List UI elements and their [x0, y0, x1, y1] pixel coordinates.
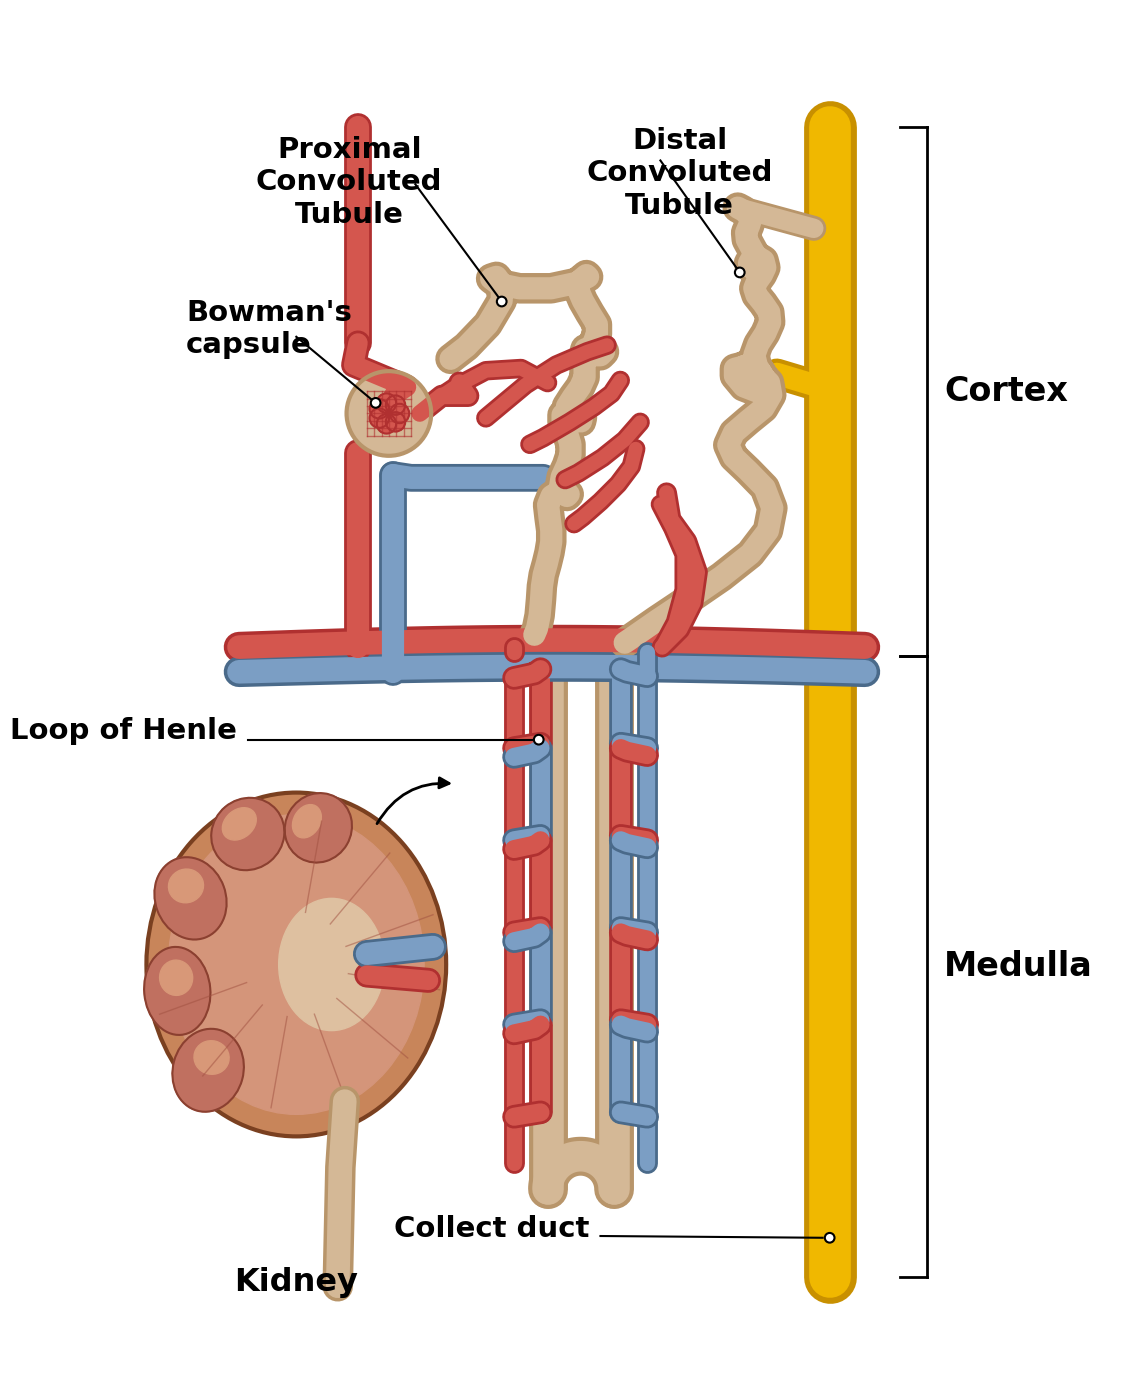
Circle shape: [386, 412, 405, 431]
Text: Proximal
Convoluted
Tubule: Proximal Convoluted Tubule: [256, 136, 442, 228]
Ellipse shape: [223, 808, 256, 840]
Circle shape: [377, 393, 396, 413]
Circle shape: [534, 735, 543, 745]
Circle shape: [369, 399, 389, 419]
Ellipse shape: [292, 805, 322, 837]
Circle shape: [371, 398, 380, 407]
Ellipse shape: [154, 857, 226, 939]
Ellipse shape: [193, 1040, 229, 1074]
Circle shape: [390, 403, 410, 423]
Circle shape: [377, 414, 396, 434]
Text: Kidney: Kidney: [234, 1267, 358, 1298]
Circle shape: [386, 395, 405, 414]
Text: Distal
Convoluted
Tubule: Distal Convoluted Tubule: [586, 127, 773, 220]
Ellipse shape: [160, 960, 192, 995]
Ellipse shape: [169, 869, 204, 903]
Text: Loop of Henle: Loop of Henle: [10, 717, 237, 745]
Circle shape: [369, 409, 389, 428]
Circle shape: [825, 1233, 835, 1243]
Ellipse shape: [169, 815, 424, 1114]
Ellipse shape: [279, 899, 385, 1030]
Text: Medulla: Medulla: [944, 951, 1094, 983]
Circle shape: [346, 371, 431, 456]
Text: Cortex: Cortex: [944, 375, 1068, 407]
Ellipse shape: [212, 798, 285, 871]
Ellipse shape: [146, 792, 447, 1137]
Ellipse shape: [172, 1029, 244, 1112]
Circle shape: [735, 267, 745, 277]
Text: Collect duct: Collect duct: [395, 1215, 590, 1243]
Ellipse shape: [144, 946, 210, 1035]
Text: Bowman's
capsule: Bowman's capsule: [186, 298, 352, 360]
Ellipse shape: [285, 794, 352, 862]
Circle shape: [497, 297, 506, 307]
